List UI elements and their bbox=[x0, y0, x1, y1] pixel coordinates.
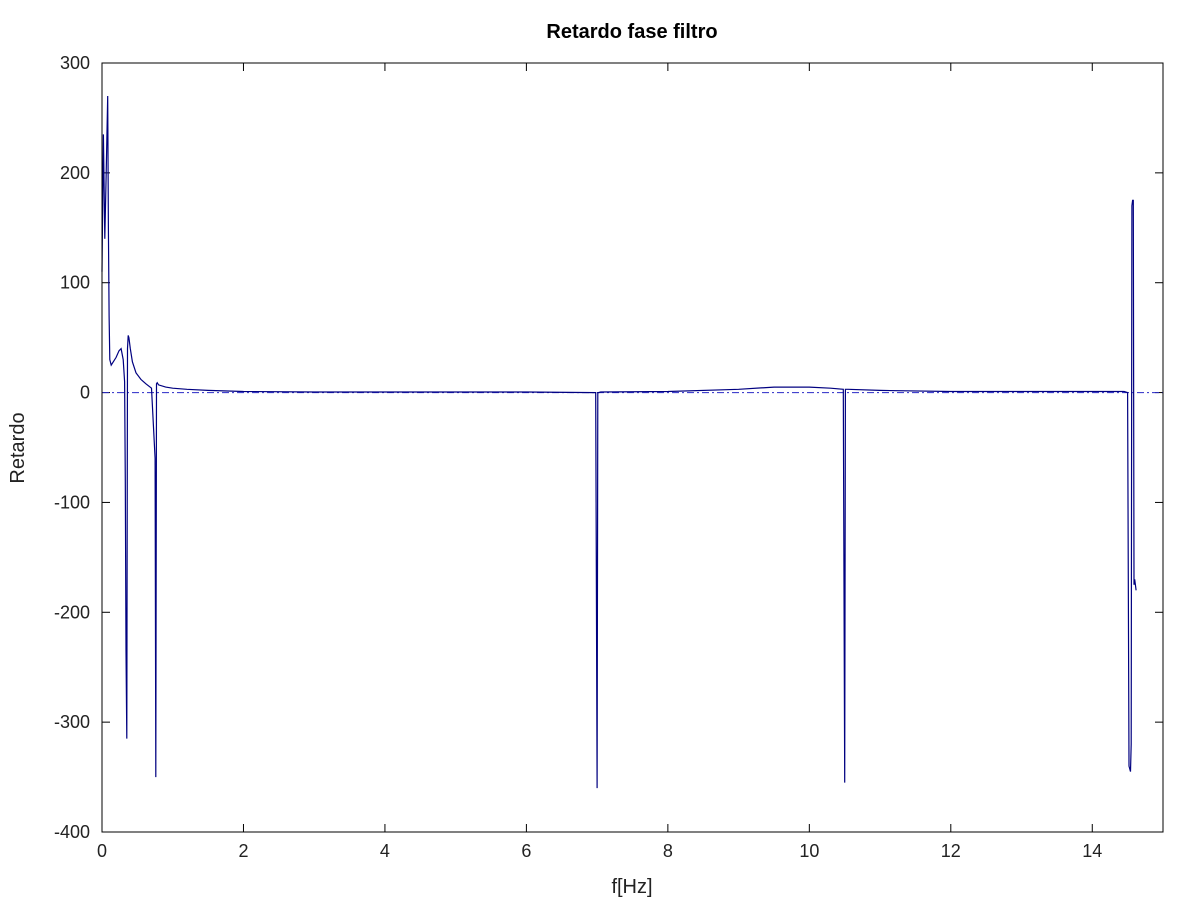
x-tick-label: 6 bbox=[521, 841, 531, 861]
x-tick-label: 10 bbox=[799, 841, 819, 861]
y-axis-label: Retardo bbox=[7, 412, 29, 483]
y-tick-label: 100 bbox=[60, 273, 90, 293]
y-tick-label: 300 bbox=[60, 53, 90, 73]
y-tick-label: 0 bbox=[80, 383, 90, 403]
x-axis-label: f[Hz] bbox=[611, 876, 652, 898]
x-tick-label: 4 bbox=[380, 841, 390, 861]
y-tick-label: -100 bbox=[54, 492, 90, 512]
y-tick-label: 200 bbox=[60, 163, 90, 183]
y-tick-label: -300 bbox=[54, 712, 90, 732]
x-tick-label: 2 bbox=[238, 841, 248, 861]
x-tick-label: 12 bbox=[941, 841, 961, 861]
x-tick-label: 0 bbox=[97, 841, 107, 861]
y-tick-label: -400 bbox=[54, 822, 90, 842]
x-tick-label: 8 bbox=[663, 841, 673, 861]
y-tick-label: -200 bbox=[54, 602, 90, 622]
series-line bbox=[101, 95, 1137, 789]
chart-title: Retardo fase filtro bbox=[546, 21, 717, 43]
x-tick-label: 14 bbox=[1082, 841, 1102, 861]
plot-data bbox=[101, 95, 1163, 789]
plot-frame bbox=[101, 62, 1164, 833]
